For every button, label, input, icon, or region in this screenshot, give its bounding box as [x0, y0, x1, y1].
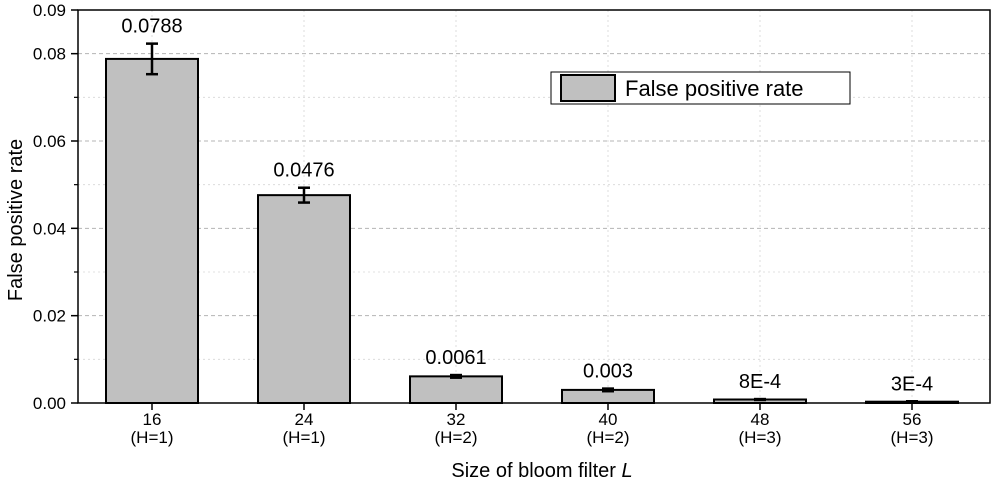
y-tick-label: 0.04 — [33, 219, 66, 238]
data-label: 0.0788 — [121, 16, 182, 38]
x-axis-label: Size of bloom filter L — [451, 460, 632, 482]
y-tick-label: 0.00 — [33, 394, 66, 413]
legend-label: False positive rate — [625, 76, 804, 101]
y-axis-label: False positive rate — [5, 139, 27, 301]
x-axis-label-italic: L — [621, 460, 632, 482]
x-tick-sublabel: (H=2) — [435, 428, 478, 447]
data-label: 8E-4 — [739, 371, 781, 393]
data-label: 0.0476 — [273, 160, 334, 182]
x-tick-sublabel: (H=1) — [131, 428, 174, 447]
bar — [409, 375, 503, 405]
y-tick-label: 0.02 — [33, 307, 66, 326]
data-label: 3E-4 — [891, 373, 933, 395]
plot-frame — [77, 9, 991, 404]
data-labels: 0.0788 0.0476 0.0061 0.003 8E-4 3E-4 — [121, 16, 933, 396]
y-axis: 0.00 0.02 0.04 0.06 0.08 0.09 — [33, 1, 78, 413]
y-tick-label: 0.06 — [33, 132, 66, 151]
x-tick-label: 40 — [599, 410, 618, 429]
x-tick-sublabel: (H=3) — [891, 428, 934, 447]
bar — [257, 194, 351, 404]
x-tick-sublabel: (H=2) — [587, 428, 630, 447]
x-tick-label: 48 — [751, 410, 770, 429]
bars — [105, 57, 959, 405]
x-tick-label: 24 — [295, 410, 314, 429]
x-axis: 16(H=1)24(H=1)32(H=2)40(H=2)48(H=3)56(H=… — [131, 403, 934, 447]
data-label: 0.0061 — [425, 347, 486, 369]
grid-lines — [78, 10, 990, 403]
x-tick-sublabel: (H=3) — [739, 428, 782, 447]
data-label: 0.003 — [583, 361, 633, 383]
x-tick-label: 32 — [447, 410, 466, 429]
error-bars — [146, 42, 918, 404]
x-tick-sublabel: (H=1) — [283, 428, 326, 447]
y-tick-label: 0.09 — [33, 1, 66, 20]
y-tick-label: 0.08 — [33, 45, 66, 64]
legend: False positive rate — [550, 71, 851, 105]
legend-swatch — [560, 74, 616, 102]
bar — [105, 57, 199, 404]
x-axis-label-text: Size of bloom filter — [451, 460, 616, 482]
x-tick-label: 16 — [143, 410, 162, 429]
x-tick-label: 56 — [903, 410, 922, 429]
